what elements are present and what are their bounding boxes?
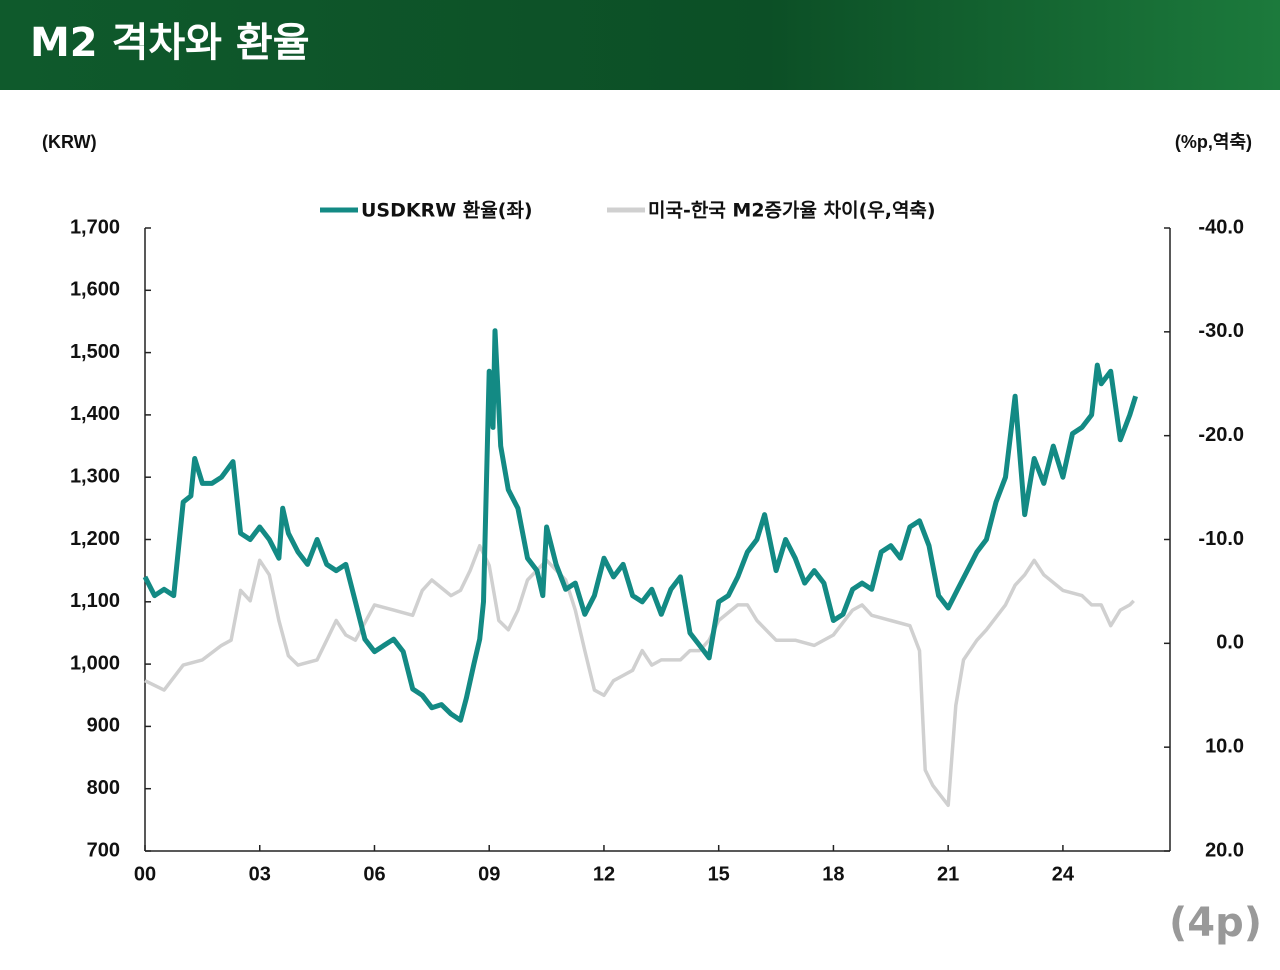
x-tick-label: 24 (1052, 863, 1075, 885)
y-tick-label: 1,200 (70, 528, 120, 550)
y2-tick-label: -20.0 (1198, 424, 1244, 446)
y-tick-label: 1,500 (70, 341, 120, 363)
y2-axis-label: (%p,역축) (1175, 132, 1252, 152)
legend-label: USDKRW 환율(좌) (361, 200, 533, 222)
y2-tick-label: -30.0 (1198, 320, 1244, 342)
x-tick-label: 21 (937, 863, 959, 885)
x-tick-label: 15 (708, 863, 730, 885)
y-tick-label: 1,100 (70, 590, 120, 612)
y2-tick-label: 0.0 (1216, 632, 1244, 654)
y-tick-label: 700 (87, 839, 120, 861)
y2-tick-label: -10.0 (1198, 528, 1244, 550)
y-tick-label: 900 (87, 715, 120, 737)
x-tick-label: 06 (363, 863, 385, 885)
header-band (0, 0, 1280, 90)
data-line (144, 543, 1135, 808)
y2-tick-label: 20.0 (1205, 839, 1244, 861)
x-tick-label: 18 (822, 863, 844, 885)
x-tick-label: 12 (593, 863, 615, 885)
x-tick-label: 03 (249, 863, 271, 885)
data-line (142, 328, 1138, 723)
page-number: (4p) (1169, 900, 1262, 946)
y-axis-label: (KRW) (42, 132, 97, 152)
y-tick-label: 1,600 (70, 279, 120, 301)
x-tick-label: 00 (134, 863, 156, 885)
y2-tick-label: 10.0 (1205, 735, 1244, 757)
chart: 700 800 900 1,000 1,100 1,200 1,300 1,400 1,500 1… (70, 200, 1244, 886)
y2-tick-label: -40.0 (1198, 216, 1244, 238)
y-tick-label: 1,000 (70, 652, 120, 674)
y-tick-label: 1,400 (70, 403, 120, 425)
y-tick-label: 1,700 (70, 216, 120, 238)
x-tick-label: 09 (478, 863, 500, 885)
y-tick-label: 1,300 (70, 465, 120, 487)
slide-title: M2 격차와 환율 (30, 20, 310, 66)
legend-label: 미국-한국 M2증가율 차이(우,역축) (648, 200, 936, 222)
y-tick-label: 800 (87, 777, 120, 799)
